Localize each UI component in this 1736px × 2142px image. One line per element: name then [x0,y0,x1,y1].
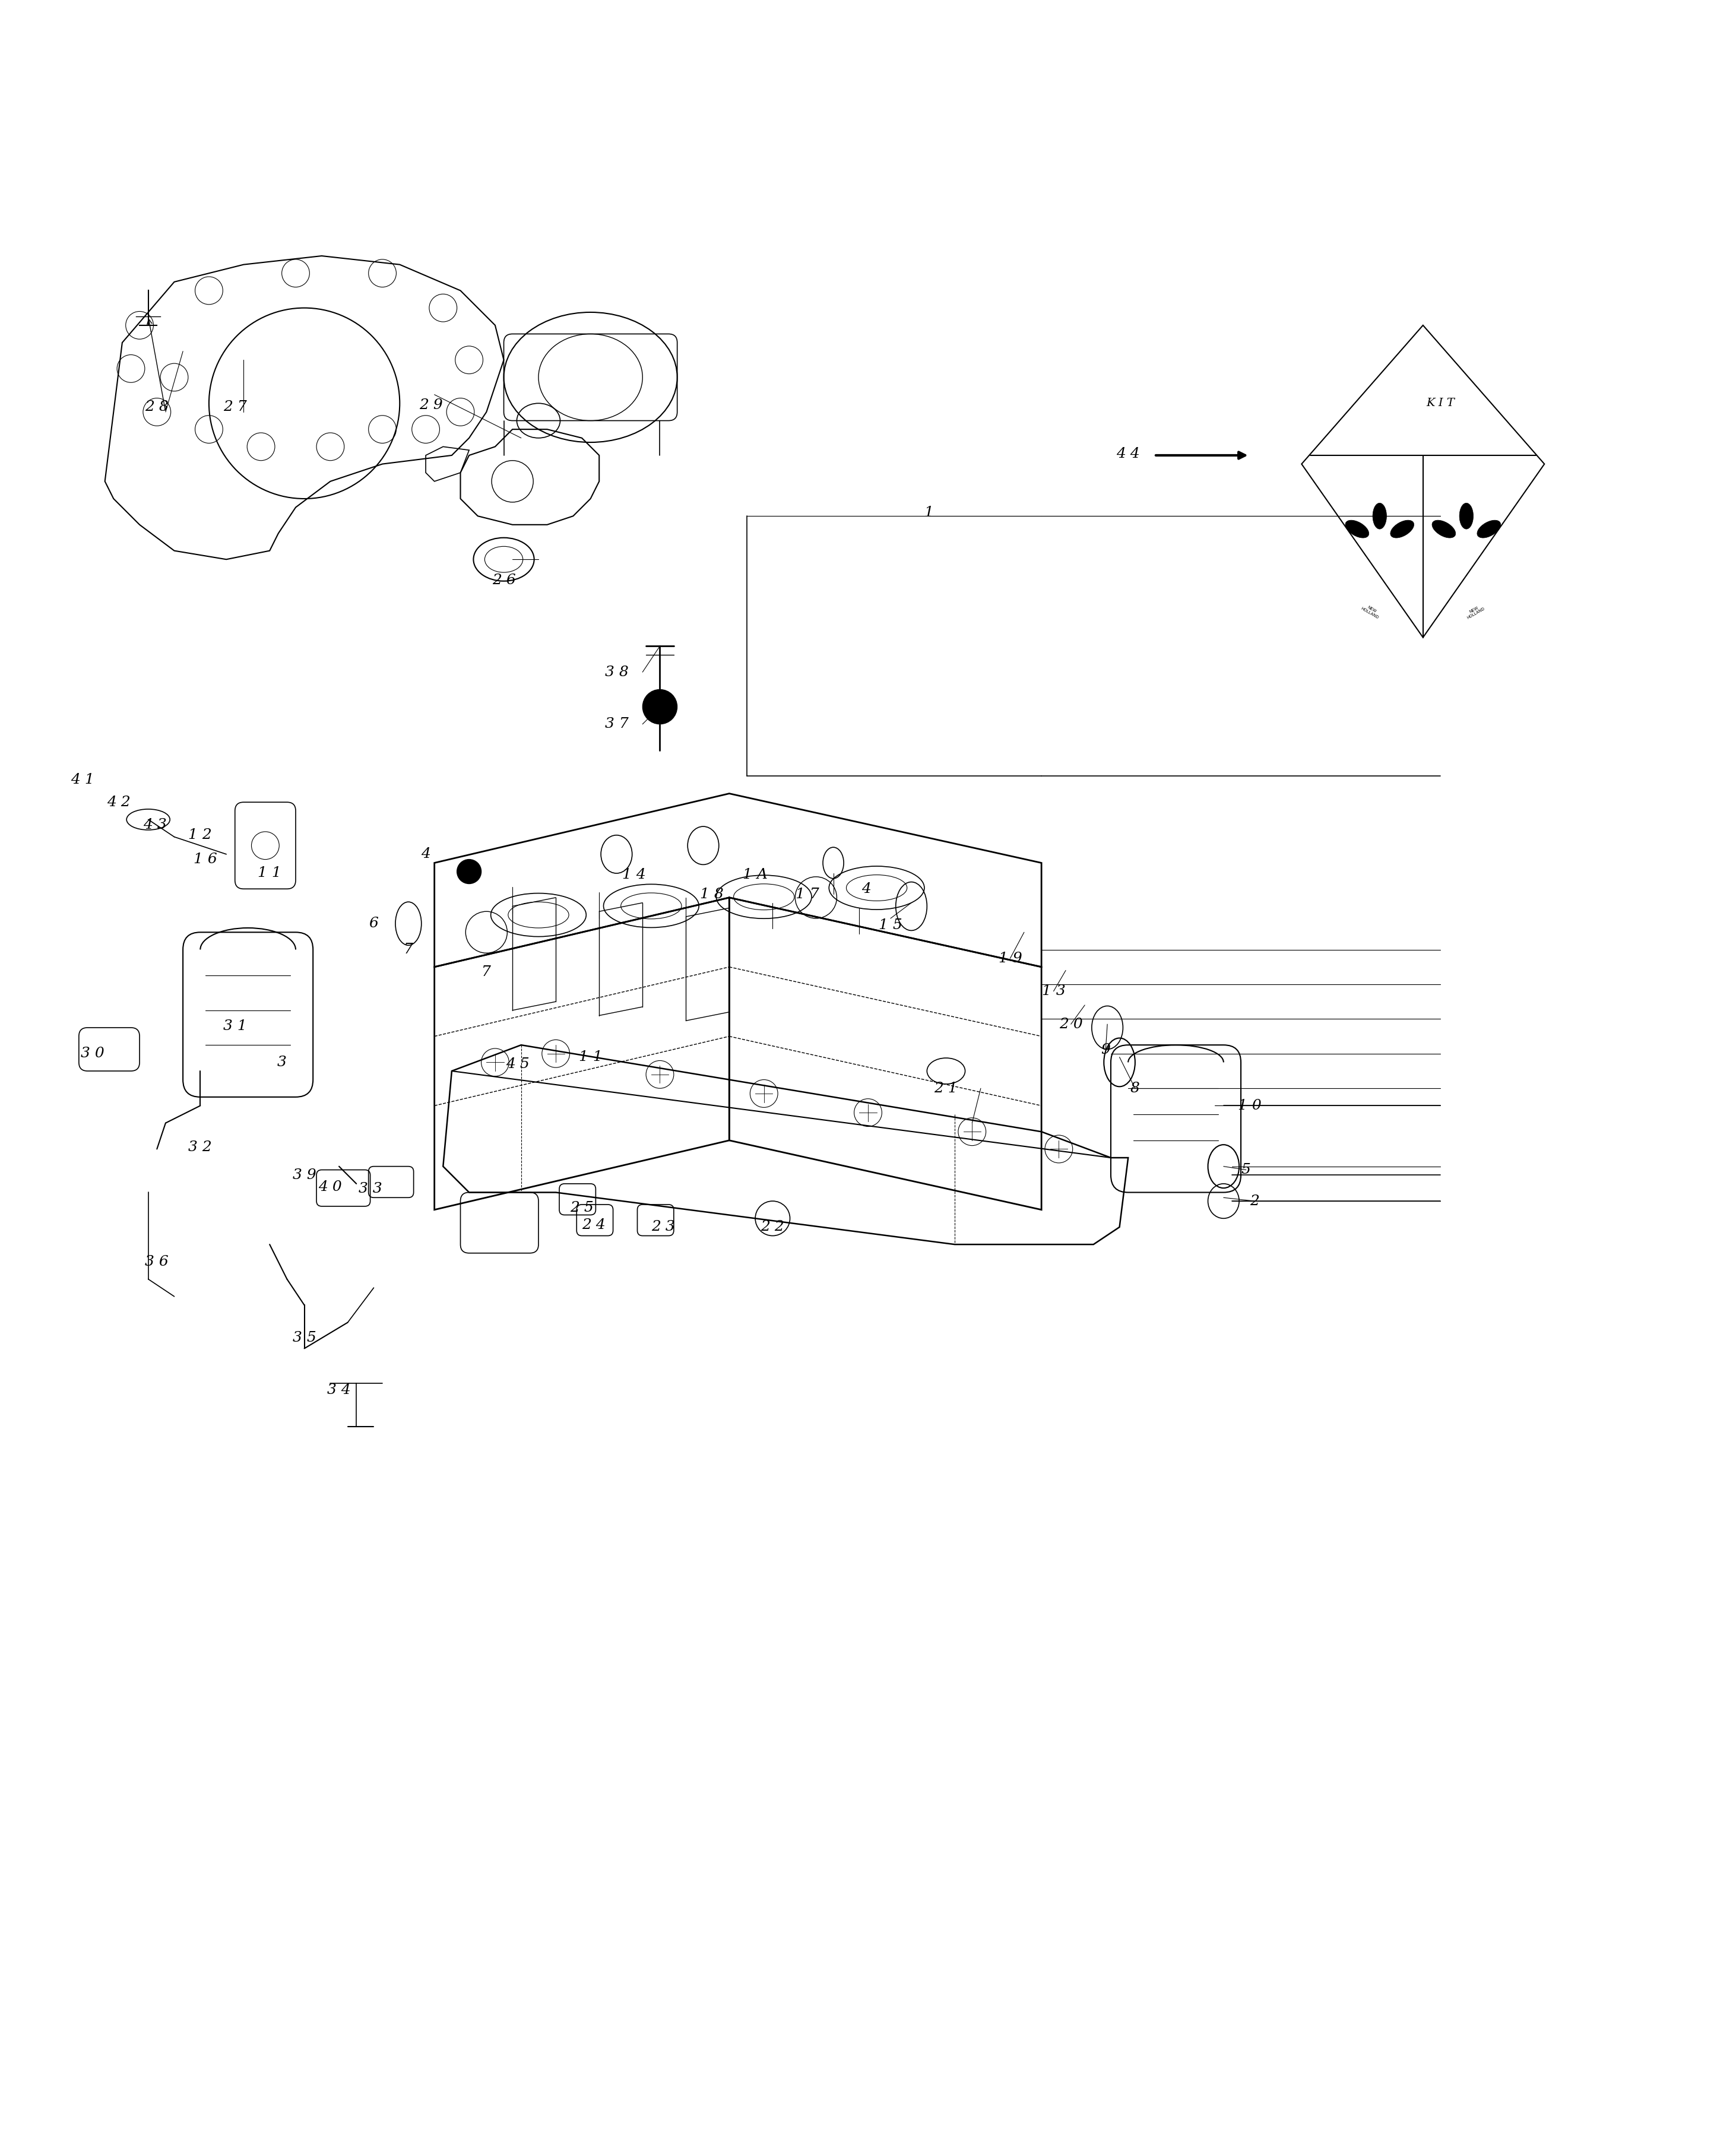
Ellipse shape [1345,521,1370,538]
Text: 3 2: 3 2 [189,1140,212,1155]
Text: 1 9: 1 9 [998,951,1023,966]
Text: 4: 4 [422,848,431,861]
Text: 4 3: 4 3 [144,818,167,831]
Text: 2 1: 2 1 [934,1082,958,1095]
Text: 2 0: 2 0 [1059,1017,1083,1030]
Text: 1 0: 1 0 [1238,1099,1262,1112]
Text: 1 2: 1 2 [189,829,212,842]
Ellipse shape [1391,521,1413,538]
Text: 2 8: 2 8 [146,401,168,413]
Text: 6: 6 [370,917,378,930]
Text: 1: 1 [924,506,934,518]
Text: NEW
HOLLAND: NEW HOLLAND [1361,604,1382,619]
Text: 2 6: 2 6 [491,574,516,587]
Text: 1 A: 1 A [743,868,767,883]
Text: 3 6: 3 6 [146,1255,168,1268]
Text: 2 9: 2 9 [418,398,443,411]
Text: 3 4: 3 4 [326,1384,351,1397]
Text: K I T: K I T [1425,398,1455,409]
Text: 4 2: 4 2 [108,795,130,810]
Text: 1 6: 1 6 [194,853,217,865]
Text: 3: 3 [278,1056,286,1069]
Text: NEW
HOLLAND: NEW HOLLAND [1465,604,1486,619]
Text: 3 1: 3 1 [224,1020,247,1032]
Text: 1 3: 1 3 [1042,985,1066,998]
Text: 1 8: 1 8 [700,887,724,902]
Text: 5: 5 [1241,1163,1252,1176]
Text: 3 0: 3 0 [82,1047,104,1060]
Text: 4 4: 4 4 [1116,448,1141,461]
Text: 9: 9 [1101,1043,1111,1056]
Text: 4 5: 4 5 [505,1058,529,1071]
Text: 1 7: 1 7 [795,887,819,902]
Text: 2 7: 2 7 [224,401,247,413]
Text: 2 2: 2 2 [760,1221,785,1234]
Ellipse shape [1460,503,1474,529]
Text: 3 9: 3 9 [293,1167,316,1182]
Text: 4 0: 4 0 [318,1180,342,1193]
Text: 1 5: 1 5 [878,919,903,932]
Text: 3 8: 3 8 [604,666,628,679]
Text: 1 1: 1 1 [578,1050,602,1065]
Text: 2: 2 [1250,1195,1260,1208]
Text: 8: 8 [1130,1082,1141,1095]
Ellipse shape [1432,521,1455,538]
Text: 7: 7 [404,942,413,957]
Circle shape [457,859,481,885]
Text: 2 3: 2 3 [651,1221,675,1234]
Text: 1 1: 1 1 [259,868,281,880]
Text: 3 7: 3 7 [604,718,628,730]
Text: 1 4: 1 4 [621,868,646,883]
Text: 4 1: 4 1 [71,773,94,786]
Ellipse shape [1373,503,1387,529]
Text: 7: 7 [481,966,491,979]
Text: 3 5: 3 5 [293,1330,316,1345]
Text: 4: 4 [861,883,871,895]
Ellipse shape [1477,521,1500,538]
Text: 2 4: 2 4 [582,1219,606,1232]
Text: 2 5: 2 5 [569,1202,594,1215]
Text: 3 3: 3 3 [358,1182,382,1195]
Circle shape [642,690,677,724]
